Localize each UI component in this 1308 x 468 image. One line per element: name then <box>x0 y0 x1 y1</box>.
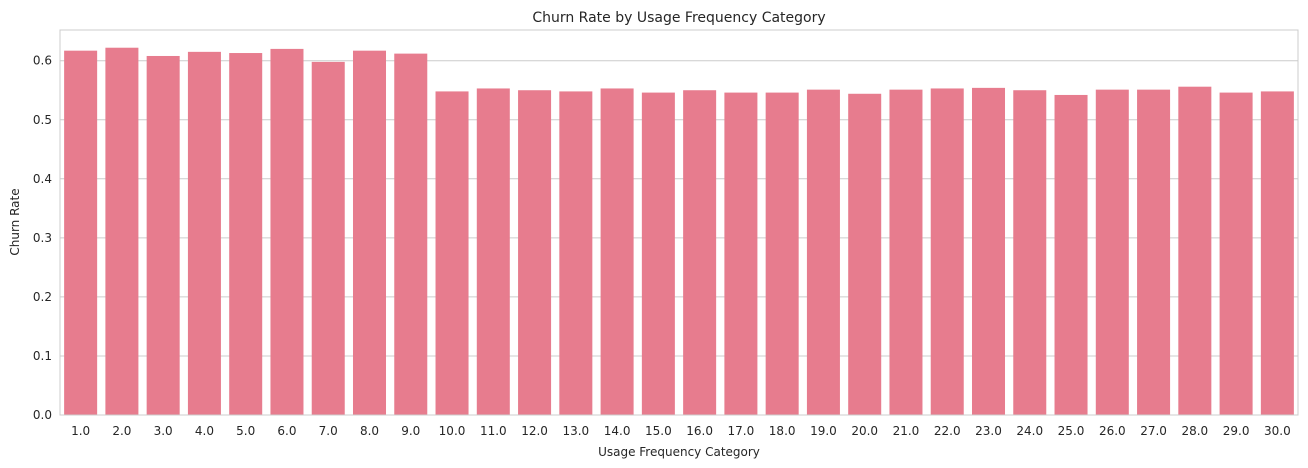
bar <box>889 89 923 415</box>
x-tick-label: 21.0 <box>893 424 920 438</box>
x-tick-label: 25.0 <box>1058 424 1085 438</box>
bar <box>559 91 593 415</box>
bar <box>1137 89 1171 415</box>
bar <box>641 92 675 415</box>
y-tick-label: 0.1 <box>33 349 52 363</box>
x-tick-label: 14.0 <box>604 424 631 438</box>
bar <box>600 88 634 415</box>
x-tick-label: 23.0 <box>975 424 1002 438</box>
x-tick-label: 11.0 <box>480 424 507 438</box>
x-tick-label: 17.0 <box>728 424 755 438</box>
x-tick-label: 20.0 <box>851 424 878 438</box>
bar <box>270 48 304 416</box>
bar <box>476 88 510 415</box>
y-tick-labels: 0.0 0.1 0.2 0.3 0.4 0.5 0.6 <box>33 54 52 422</box>
bar <box>352 50 387 416</box>
bar <box>1219 92 1253 415</box>
bar <box>1260 91 1294 415</box>
bar <box>1178 86 1212 415</box>
x-tick-label: 1.0 <box>71 424 90 438</box>
chart-title: Churn Rate by Usage Frequency Category <box>532 10 825 26</box>
y-tick-label: 0.5 <box>33 113 52 127</box>
x-axis-label: Usage Frequency Category <box>598 445 760 459</box>
plot-frame <box>59 29 1299 416</box>
x-tick-label: 4.0 <box>195 424 214 438</box>
bars <box>64 47 1294 416</box>
bar <box>971 87 1006 415</box>
x-tick-label: 7.0 <box>319 424 338 438</box>
bar <box>64 50 98 416</box>
x-tick-label: 15.0 <box>645 424 672 438</box>
x-tick-label: 8.0 <box>360 424 379 438</box>
x-tick-label: 19.0 <box>810 424 837 438</box>
gridlines <box>60 60 1298 416</box>
y-tick-label: 0.2 <box>33 290 52 304</box>
bar <box>187 51 221 416</box>
x-tick-label: 30.0 <box>1264 424 1291 438</box>
bar <box>1013 90 1047 415</box>
x-tick-label: 6.0 <box>277 424 296 438</box>
x-tick-label: 29.0 <box>1223 424 1250 438</box>
x-tick-label: 12.0 <box>521 424 548 438</box>
bar <box>105 47 139 416</box>
bar <box>724 92 758 415</box>
bar <box>765 92 799 415</box>
bar <box>1054 94 1088 416</box>
bar <box>229 53 263 415</box>
x-tick-label: 10.0 <box>439 424 466 438</box>
x-tick-label: 27.0 <box>1140 424 1167 438</box>
bar <box>394 53 428 416</box>
x-tick-label: 5.0 <box>236 424 255 438</box>
x-tick-label: 22.0 <box>934 424 961 438</box>
bar <box>930 88 964 415</box>
bar <box>806 89 840 415</box>
y-tick-label: 0.3 <box>33 231 52 245</box>
bar <box>683 90 717 415</box>
x-tick-label: 9.0 <box>401 424 420 438</box>
bar <box>146 55 180 415</box>
y-tick-label: 0.0 <box>33 408 52 422</box>
y-axis-label: Churn Rate <box>8 188 22 255</box>
x-tick-label: 18.0 <box>769 424 796 438</box>
bar <box>435 91 469 415</box>
bar <box>848 93 882 415</box>
bar <box>518 90 552 415</box>
bar <box>311 61 345 415</box>
x-tick-label: 28.0 <box>1181 424 1208 438</box>
y-tick-label: 0.6 <box>33 54 52 68</box>
x-tick-label: 2.0 <box>112 424 131 438</box>
bar <box>1095 89 1129 415</box>
x-tick-labels: 1.0 2.0 3.0 4.0 5.0 6.0 7.0 8.0 9.0 10.0 11.0 12.0 1… <box>71 424 1291 438</box>
x-tick-label: 16.0 <box>686 424 713 438</box>
x-tick-label: 13.0 <box>562 424 589 438</box>
x-tick-label: 24.0 <box>1016 424 1043 438</box>
x-tick-label: 26.0 <box>1099 424 1126 438</box>
y-tick-label: 0.4 <box>33 172 52 186</box>
x-tick-label: 3.0 <box>154 424 173 438</box>
